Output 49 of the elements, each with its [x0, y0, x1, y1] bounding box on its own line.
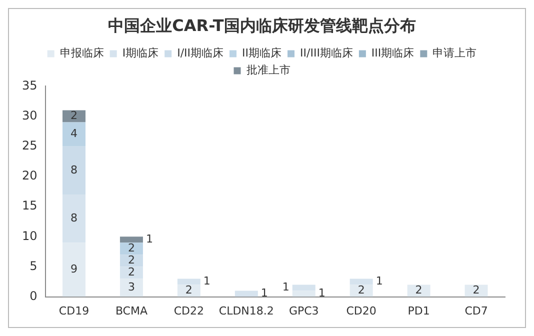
y-tick-label: 35 — [22, 78, 38, 92]
y-tick-label: 25 — [22, 138, 38, 152]
x-tick-label: CLDN18.2 — [218, 304, 274, 318]
y-tick-label: 30 — [22, 108, 38, 122]
data-label: 1 — [203, 274, 210, 288]
x-tick-label: CD7 — [464, 304, 488, 318]
chart-title: 中国企业CAR-T国内临床研发管线靶点分布 — [108, 16, 416, 35]
data-label: 1 — [260, 286, 268, 300]
x-tick-label: CD19 — [58, 304, 90, 318]
x-tick-label: PD1 — [408, 304, 430, 318]
legend-label: II/III期临床 — [300, 46, 353, 60]
legend-label: I/II期临床 — [177, 46, 224, 60]
y-tick-label: 5 — [30, 258, 38, 273]
bar — [234, 290, 258, 297]
bar — [62, 122, 86, 146]
data-label: 3 — [128, 280, 135, 294]
legend-label: II期临床 — [242, 46, 282, 60]
data-label: 2 — [128, 242, 135, 255]
bar — [120, 236, 143, 243]
data-label: 8 — [70, 211, 78, 224]
data-label: 1 — [318, 286, 326, 300]
data-label: 8 — [70, 163, 78, 176]
data-label: 1 — [146, 232, 153, 246]
data-label: 2 — [128, 254, 135, 267]
data-label: 9 — [70, 262, 78, 276]
legend-label: I期临床 — [122, 46, 159, 60]
legend-label: 申请上市 — [432, 46, 477, 60]
y-tick-label: 15 — [22, 198, 38, 213]
y-tick-label: 10 — [22, 228, 38, 243]
bar — [62, 110, 86, 122]
data-label: 2 — [185, 284, 192, 297]
legend-label: 申报临床 — [60, 46, 104, 60]
data-label: 1 — [282, 280, 290, 294]
x-tick-label: CD20 — [346, 304, 376, 318]
legend-label: III期临床 — [371, 46, 414, 60]
data-label: 4 — [70, 127, 78, 140]
data-label: 1 — [376, 274, 383, 288]
data-label: 2 — [358, 284, 365, 297]
data-label: 2 — [415, 284, 422, 297]
data-label: 2 — [472, 284, 480, 297]
y-tick-label: 0 — [30, 288, 38, 303]
legend-label: 批准上市 — [246, 64, 290, 77]
y-tick-label: 20 — [22, 168, 38, 183]
bar — [120, 242, 143, 255]
x-tick-label: BCMA — [115, 304, 148, 318]
data-label: 2 — [128, 266, 135, 279]
x-tick-label: GPC3 — [288, 304, 319, 318]
x-tick-label: CD22 — [174, 304, 204, 318]
data-label: 2 — [70, 109, 78, 122]
